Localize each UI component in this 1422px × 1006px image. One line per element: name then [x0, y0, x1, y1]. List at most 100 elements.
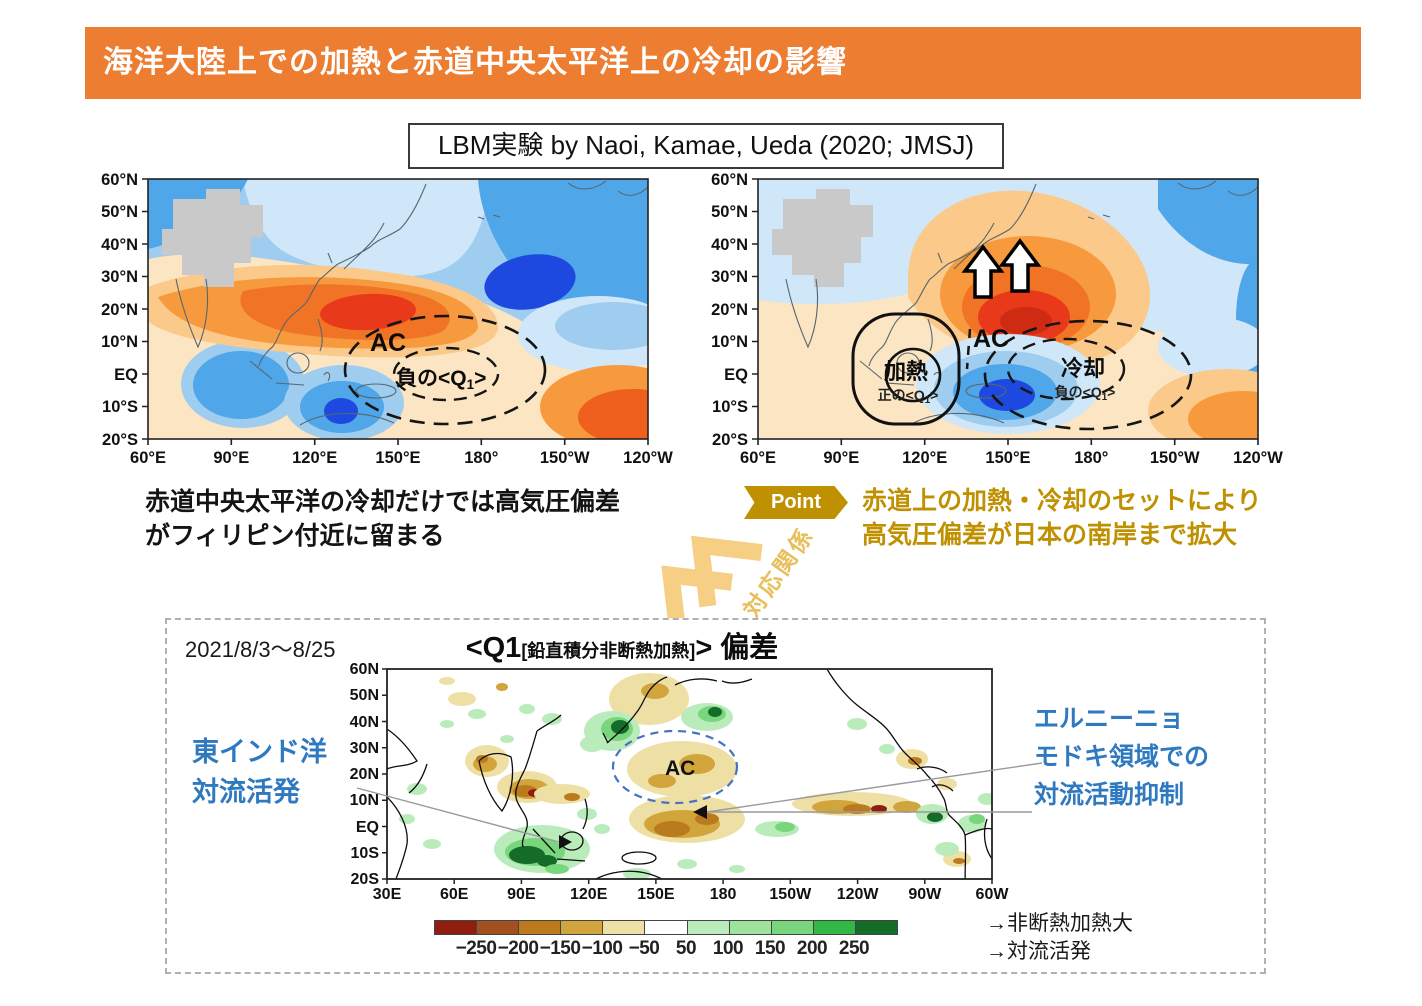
- svg-text:180: 180: [710, 886, 737, 903]
- colorbar-tick: −50: [628, 938, 660, 959]
- gray-mask: [162, 189, 263, 287]
- gray-mask: [772, 189, 873, 287]
- colorbar-cell: [561, 921, 604, 934]
- svg-text:120°W: 120°W: [1233, 449, 1283, 467]
- svg-text:20°N: 20°N: [101, 301, 138, 319]
- page-title: 海洋大陸上での加熱と赤道中央太平洋上の冷却の影響: [103, 46, 847, 79]
- colorbar: [434, 920, 898, 935]
- svg-text:50°N: 50°N: [101, 203, 138, 221]
- svg-text:60°E: 60°E: [130, 449, 166, 467]
- colorbar-cell: [519, 921, 562, 934]
- cooling-inner-ellipse: [1006, 337, 1126, 401]
- svg-text:EQ: EQ: [114, 366, 138, 384]
- cooling-outer-ellipse: [983, 319, 1193, 431]
- colorbar-cell: [729, 921, 772, 934]
- svg-text:90°E: 90°E: [823, 449, 859, 467]
- svg-text:150W: 150W: [769, 886, 812, 903]
- coastlines: [175, 180, 648, 426]
- svg-text:30°N: 30°N: [101, 268, 138, 286]
- svg-text:20N: 20N: [350, 766, 379, 783]
- point-caption: 赤道上の加熱・冷却のセットにより 高気圧偏差が日本の南岸まで拡大: [862, 487, 1262, 549]
- cooling-sub-label: 負の<Q1>: [1055, 384, 1116, 403]
- svg-text:90E: 90E: [507, 886, 536, 903]
- header-bar: 海洋大陸上での加熱と赤道中央太平洋上の冷却の影響: [85, 27, 1361, 99]
- svg-text:180°: 180°: [1074, 449, 1108, 467]
- colorbar-cell: [477, 921, 520, 934]
- svg-text:10°S: 10°S: [102, 398, 138, 416]
- experiment-label: LBM実験 by Naoi, Kamae, Ueda (2020; JMSJ): [437, 130, 975, 160]
- heating-sub-label: 正の<Q1>: [878, 387, 939, 406]
- svg-text:50°N: 50°N: [711, 203, 748, 221]
- svg-text:60°N: 60°N: [711, 171, 748, 189]
- svg-text:120°E: 120°E: [902, 449, 947, 467]
- right-lbm-map: AC 加熱 正の<Q1> 冷却 負の<Q1> 60°N 50°N 40°N 30…: [711, 171, 1283, 467]
- svg-text:150°E: 150°E: [985, 449, 1030, 467]
- svg-text:60N: 60N: [350, 661, 379, 678]
- svg-text:180°: 180°: [464, 449, 498, 467]
- colorbar-legend: →非断熱加熱大 →対流活発: [986, 912, 1133, 963]
- cooling-label: 冷却: [1061, 356, 1105, 381]
- colorbar-tick: 50: [675, 938, 697, 959]
- colorbar-tick: 200: [796, 938, 828, 959]
- svg-text:40°N: 40°N: [711, 236, 748, 254]
- right-map-lon-axis: 60°E 90°E 120°E 150°E 180° 150°W 120°W: [740, 449, 1283, 467]
- colorbar-tick: 150: [754, 938, 786, 959]
- heating-inner-contour: [884, 347, 942, 403]
- svg-text:30E: 30E: [373, 886, 402, 903]
- svg-text:EQ: EQ: [724, 366, 748, 384]
- colorbar-cell: [645, 921, 688, 934]
- svg-text:60°E: 60°E: [740, 449, 776, 467]
- left-map-lat-axis: 60°N 50°N 40°N 30°N 20°N 10°N EQ 10°S 20…: [101, 171, 138, 449]
- colorbar-tick: −150: [539, 938, 581, 959]
- colorbar-cell: [687, 921, 730, 934]
- q1-map-contours: AC: [387, 669, 992, 879]
- svg-text:40N: 40N: [350, 714, 379, 731]
- svg-text:120E: 120E: [570, 886, 608, 903]
- coastlines: [785, 180, 1258, 426]
- up-arrow-icon: [961, 238, 1042, 299]
- neg-q1-outer-ellipse: [343, 314, 547, 426]
- heating-label: 加熱: [883, 359, 928, 384]
- svg-text:10°S: 10°S: [712, 398, 748, 416]
- q1-anomaly-map: AC 60N 50N 40N 30N 20N 10N EQ 10S 20S 30…: [350, 661, 1009, 903]
- colorbar-tick: 100: [712, 938, 744, 959]
- colorbar-cell: [603, 921, 646, 934]
- svg-text:10°N: 10°N: [711, 333, 748, 351]
- svg-text:EQ: EQ: [356, 819, 379, 836]
- svg-text:60°N: 60°N: [101, 171, 138, 189]
- svg-text:150E: 150E: [637, 886, 675, 903]
- point-badge: Point: [744, 486, 848, 519]
- svg-text:20S: 20S: [351, 871, 380, 888]
- colorbar-tick: −250: [455, 938, 497, 959]
- right-note: エルニーニョ モドキ領域での 対流活動抑制: [1034, 705, 1210, 809]
- right-map-contours: AC 加熱 正の<Q1> 冷却 負の<Q1>: [758, 179, 1258, 439]
- colorbar-tick: 250: [838, 938, 870, 959]
- svg-text:10°N: 10°N: [101, 333, 138, 351]
- ac-label: AC: [370, 329, 406, 357]
- svg-text:10S: 10S: [351, 845, 380, 862]
- svg-text:150°W: 150°W: [1150, 449, 1200, 467]
- bottom-panel-title: <Q1[鉛直積分非断熱加熱]> 偏差: [465, 632, 779, 664]
- colorbar-tick: −200: [497, 938, 539, 959]
- left-lbm-map: AC 負の<Q1> 60°N 50°N 40°N 30°N 20°N 10°N …: [101, 171, 673, 467]
- left-note: 東インド洋 対流活発: [192, 737, 327, 807]
- svg-text:120°E: 120°E: [292, 449, 337, 467]
- svg-text:20°S: 20°S: [712, 431, 748, 449]
- point-badge-label: Point: [771, 491, 821, 513]
- svg-text:90°E: 90°E: [213, 449, 249, 467]
- svg-text:150°E: 150°E: [375, 449, 420, 467]
- svg-text:30°N: 30°N: [711, 268, 748, 286]
- svg-text:90W: 90W: [908, 886, 942, 903]
- date-range-label: 2021/8/3〜8/25: [185, 637, 336, 662]
- svg-text:50N: 50N: [350, 687, 379, 704]
- svg-text:40°N: 40°N: [101, 236, 138, 254]
- svg-text:150°W: 150°W: [540, 449, 590, 467]
- svg-text:30N: 30N: [350, 740, 379, 757]
- neg-q1-label: 負の<Q1>: [396, 366, 486, 392]
- right-map-lat-axis: 60°N 50°N 40°N 30°N 20°N 10°N EQ 10°S 20…: [711, 171, 748, 449]
- q1-map-lat-axis: 60N 50N 40N 30N 20N 10N EQ 10S 20S: [350, 661, 380, 888]
- svg-text:20°N: 20°N: [711, 301, 748, 319]
- colorbar-tick: −100: [581, 938, 623, 959]
- heating-outer-contour: [851, 312, 961, 426]
